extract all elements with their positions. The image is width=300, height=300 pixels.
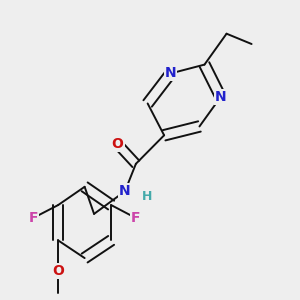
Text: N: N bbox=[165, 66, 176, 80]
Text: O: O bbox=[112, 137, 124, 151]
Text: F: F bbox=[130, 211, 140, 225]
Text: N: N bbox=[119, 184, 131, 198]
Text: O: O bbox=[52, 264, 64, 278]
Text: N: N bbox=[215, 90, 226, 104]
Text: F: F bbox=[29, 211, 38, 225]
Text: H: H bbox=[142, 190, 152, 203]
